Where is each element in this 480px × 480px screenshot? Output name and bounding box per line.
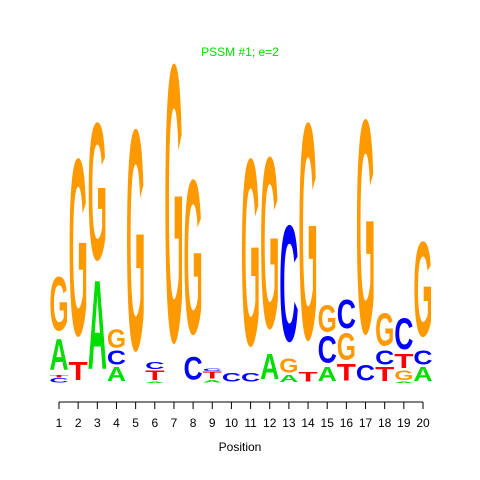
logo-letter-pos6-A: A <box>145 381 165 383</box>
logo-letter-pos15-A: A <box>318 364 337 386</box>
logo-letter-pos1-A: A <box>49 330 68 380</box>
logo-letter-pos4-A: A <box>107 364 126 386</box>
x-tick-label-10: 10 <box>225 416 239 430</box>
logo-letter-pos1-C: C <box>49 377 68 384</box>
x-tick-label-8: 8 <box>190 416 197 430</box>
logo-letter-pos17-G: G <box>356 56 375 397</box>
logo-letter-pos9-A: A <box>203 379 223 383</box>
x-axis-ticks: 1 2 3 4 5 6 7 8 9 10 11 12 13 14 15 16 17 18 19 20 <box>56 402 430 430</box>
logo-letter-pos20-A: A <box>413 364 432 386</box>
logo-letter-pos11-G: G <box>241 104 260 403</box>
x-tick-label-15: 15 <box>321 416 335 430</box>
logo-letter-pos1-G: G <box>49 262 68 348</box>
x-tick-label-11: 11 <box>244 416 257 430</box>
logo-letter-pos18-C: C <box>375 347 394 369</box>
x-tick-label-19: 19 <box>397 416 411 430</box>
logo-letter-pos13-C: C <box>279 193 298 377</box>
x-tick-label-3: 3 <box>94 416 101 430</box>
logo-letter-pos4-C: C <box>107 347 126 369</box>
logo-letter-pos6-T: T <box>145 368 164 384</box>
logo-letter-pos20-C: C <box>413 347 432 369</box>
chart-title: PSSM #1; e=2 <box>201 45 279 59</box>
logo-letter-pos19-A: A <box>394 381 414 383</box>
x-axis-label: Position <box>219 440 262 454</box>
x-tick-label-13: 13 <box>282 416 296 430</box>
x-tick-label-6: 6 <box>151 416 158 430</box>
logo-letter-pos15-C: C <box>318 328 337 371</box>
x-tick-label-2: 2 <box>75 416 82 430</box>
logo-letter-pos6-C: C <box>145 360 164 371</box>
logo-letter-pos13-A: A <box>279 373 298 384</box>
logo-letter-pos8-G: G <box>184 135 203 381</box>
logo-letter-pos11-C: C <box>241 371 260 384</box>
logo-letter-pos13-G: G <box>279 355 298 377</box>
logo-letter-pos7-G: G <box>164 0 183 425</box>
logo-letter-pos15-G: G <box>318 297 337 340</box>
x-tick-label-1: 1 <box>56 416 63 430</box>
logo-letter-pos2-T: T <box>69 357 89 386</box>
logo-letter-pos16-T: T <box>337 359 356 386</box>
x-tick-label-17: 17 <box>359 416 373 430</box>
logo-letter-pos5-G: G <box>126 66 145 417</box>
logo-letter-pos8-C: C <box>184 351 203 387</box>
x-tick-label-18: 18 <box>378 416 392 430</box>
logo-letter-pos9-T: T <box>203 370 222 381</box>
x-tick-label-12: 12 <box>263 416 277 430</box>
logo-letter-pos20-G: G <box>413 213 432 365</box>
logo-letter-pos1-T: T <box>49 374 69 379</box>
logo-letter-pos19-C: C <box>394 309 413 359</box>
x-tick-label-20: 20 <box>416 416 430 430</box>
x-tick-label-14: 14 <box>301 416 315 430</box>
logo-letter-pos19-G: G <box>394 368 413 383</box>
logo-letter-pos3-A: A <box>88 256 107 397</box>
x-tick-label-5: 5 <box>132 416 139 430</box>
logo-letter-pos17-C: C <box>356 362 376 386</box>
logo-letter-pos3-G: G <box>88 82 107 301</box>
logo-letter-pos14-G: G <box>298 59 317 404</box>
x-tick-label-9: 9 <box>209 416 216 430</box>
logo-letter-pos9-C: C <box>203 368 223 372</box>
logo-letter-pos12-A: A <box>260 346 279 387</box>
logo-letter-pos10-C: C <box>222 371 241 384</box>
logo-letter-pos4-G: G <box>107 325 126 354</box>
logo-letter-pos12-G: G <box>260 106 279 379</box>
logo-letter-pos18-T: T <box>375 362 394 385</box>
logo-letter-pos16-C: C <box>337 293 356 338</box>
logo-letter-pos19-T: T <box>394 349 413 372</box>
logo-letter-pos2-G: G <box>69 107 88 390</box>
x-tick-label-7: 7 <box>171 416 178 430</box>
logo-letter-pos16-G: G <box>337 325 356 368</box>
x-tick-label-16: 16 <box>340 416 354 430</box>
logo-letter-pos18-G: G <box>375 303 394 355</box>
logo-letter-pos14-T: T <box>298 369 317 385</box>
x-tick-label-4: 4 <box>113 416 120 430</box>
